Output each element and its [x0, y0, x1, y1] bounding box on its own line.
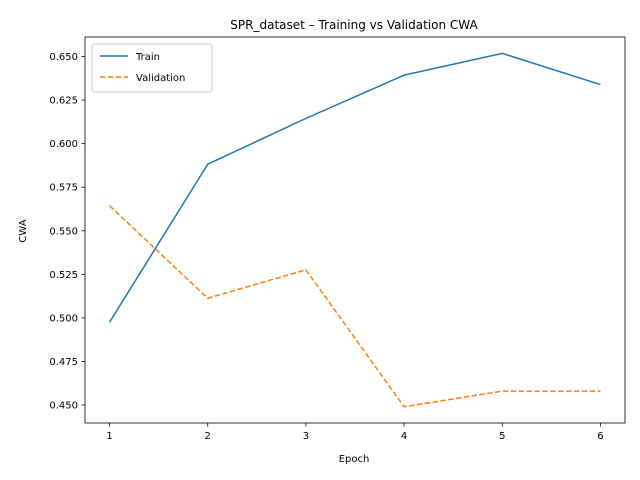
series-line-train	[108, 52, 601, 323]
plot-area	[84, 36, 626, 424]
y-axis-label: CWA	[18, 219, 29, 242]
y-tick-label: 0.475	[49, 357, 78, 368]
x-axis-label: Epoch	[339, 454, 370, 465]
x-tick-label: 5	[499, 431, 505, 442]
axes-frame	[84, 36, 626, 424]
y-axis: 0.450 0.475 0.500 0.525 0.550 0.575 0.600 0.625…	[49, 52, 85, 412]
y-tick-label: 0.525	[49, 270, 78, 281]
series-line-validation	[109, 205, 601, 408]
x-tick-label: 3	[303, 431, 309, 442]
chart-title: SPR_dataset – Training vs Validation CWA	[230, 18, 478, 32]
x-tick-label: 6	[597, 431, 603, 442]
x-tick-label: 4	[401, 431, 407, 442]
x-tick-label: 1	[106, 431, 112, 442]
y-tick-label: 0.450	[49, 401, 78, 412]
x-tick-label: 2	[205, 431, 211, 442]
y-tick-label: 0.650	[49, 52, 78, 63]
y-tick-label: 0.550	[49, 226, 78, 237]
y-tick-label: 0.600	[49, 139, 78, 150]
legend-label-validation: Validation	[136, 73, 185, 84]
y-tick-label: 0.625	[49, 96, 78, 107]
x-axis: 1 2 3 4 5 6	[106, 423, 604, 442]
legend: Train Validation	[91, 43, 213, 93]
y-tick-label: 0.500	[49, 313, 78, 324]
y-tick-label: 0.575	[49, 183, 78, 194]
legend-label-train: Train	[135, 52, 160, 63]
